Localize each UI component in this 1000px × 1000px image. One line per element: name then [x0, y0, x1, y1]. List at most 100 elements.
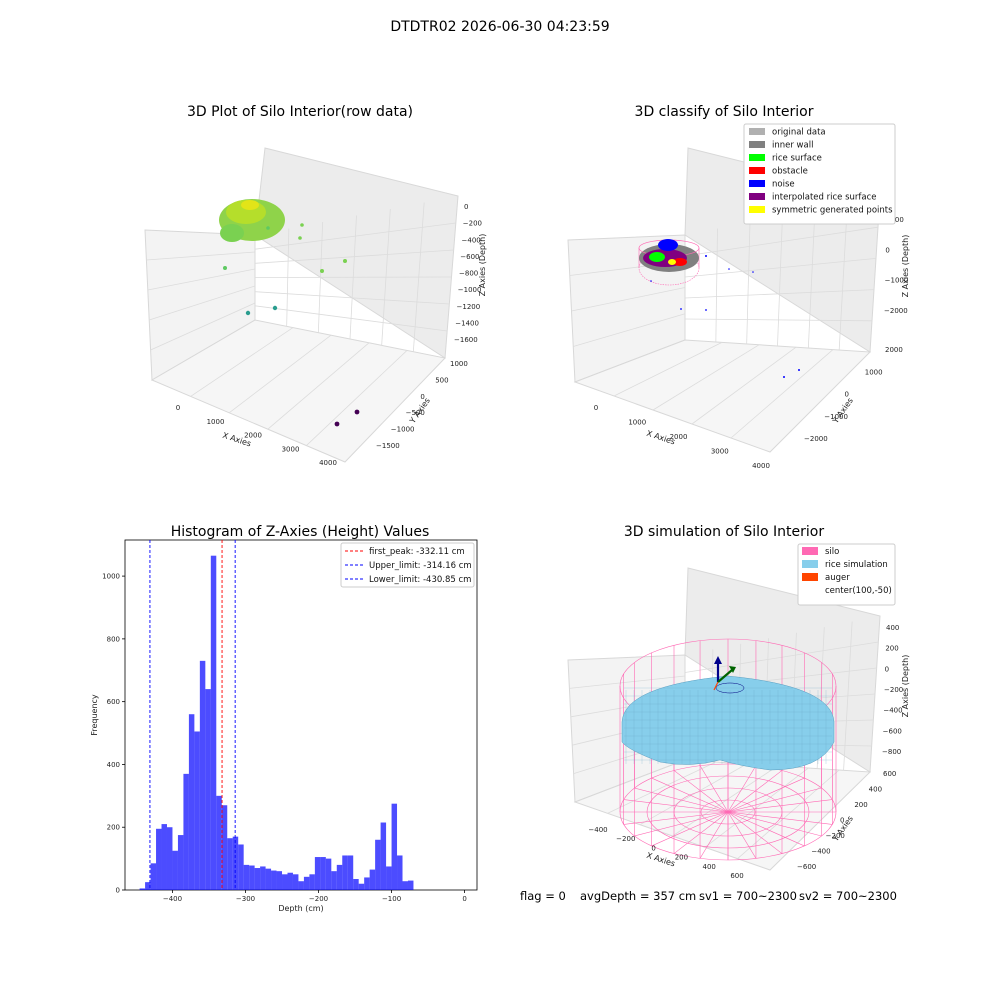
histogram-bar [353, 879, 359, 890]
panel1-axes-box [144, 147, 459, 463]
histogram-bar [282, 874, 288, 890]
panel2-z-tick-label: −1000 [885, 277, 909, 285]
status-footer: flag = 0 avgDepth = 357 cm sv1 = 700~230… [520, 889, 897, 903]
panel4-title: 3D simulation of Silo Interior [624, 524, 825, 540]
histogram-bar [336, 864, 343, 890]
auger-region [715, 682, 745, 694]
legend-swatch [749, 167, 765, 174]
panel1-z-tick-label: −1400 [455, 319, 479, 327]
histogram-xlabel: Depth (cm) [278, 904, 323, 913]
histogram-y-tick-label: 200 [107, 824, 120, 832]
legend-label: symmetric generated points [772, 206, 893, 216]
legend-label: first_peak: -332.11 cm [369, 547, 465, 557]
legend-label: interpolated rice surface [772, 193, 877, 203]
histogram-ylabel: Frequency [90, 694, 99, 736]
panel4-y-tick-label: −200 [826, 832, 845, 840]
panel1-title: 3D Plot of Silo Interior(row data) [187, 104, 413, 120]
histogram-x-tick-label: −400 [163, 895, 182, 903]
panel2-zlabel: Z Axies (Depth) [901, 235, 910, 298]
panel1-ticks: 0100020003000400010005000−500−1000−15000… [176, 203, 482, 467]
panel4-x-tick-label: 600 [730, 872, 743, 880]
noise-point [752, 271, 754, 273]
panel4-legend-frame [797, 543, 896, 606]
legend-label: auger [825, 573, 850, 583]
histogram-bar [243, 864, 250, 890]
legend-swatch [749, 180, 765, 187]
legend-label: inner wall [772, 141, 813, 151]
histogram-bar [298, 881, 304, 890]
panel1-x-tick-label: 0 [176, 404, 180, 412]
histogram-bar [309, 874, 315, 890]
panel1-point-cloud [219, 199, 360, 427]
noise-point [705, 309, 707, 311]
histogram-bar [205, 689, 211, 890]
panel2-x-tick-label: 1000 [628, 419, 646, 427]
panel2-legend-frame [743, 123, 896, 225]
panel2-title: 3D classify of Silo Interior [635, 104, 814, 120]
panel1-zlabel: Z Axies (Depth) [478, 234, 487, 297]
histogram-y-tick-label: 600 [107, 698, 120, 706]
data-point [300, 223, 304, 227]
panel2-ylabel: Y Axies [830, 396, 855, 426]
histogram-title: Histogram of Z-Axies (Height) Values [171, 524, 430, 540]
histogram-bar [331, 871, 337, 890]
legend-swatch [749, 206, 765, 213]
panel4-xlabel: X Axies [645, 851, 676, 869]
panel1-z-tick-label: −600 [460, 253, 479, 261]
flag-status: flag = 0 [520, 889, 566, 903]
histogram-bar [369, 869, 376, 890]
panel4-y-tick-label: −400 [811, 848, 830, 856]
histogram-bar [402, 881, 408, 890]
panel2-classified-cloud [638, 239, 800, 378]
histogram-bar [221, 805, 228, 890]
panel1-x-tick-label: 4000 [319, 459, 337, 467]
histogram-y-tick-label: 1000 [102, 573, 120, 581]
center-axes-marker [713, 656, 736, 691]
histogram-bar [303, 876, 310, 890]
panel2-legend: original data inner wall rice surface obsta… [743, 123, 896, 225]
panel4-z-tick-label: −800 [882, 748, 901, 756]
noise-point [798, 369, 800, 371]
panel1-y-tick-label: 500 [435, 376, 448, 384]
panel4-x-tick-label: 200 [675, 854, 688, 862]
data-point [223, 266, 227, 270]
histogram-bar [232, 836, 239, 890]
obstacle-points [673, 258, 687, 266]
histogram-bar [177, 835, 184, 890]
legend-label: Upper_limit: -314.16 cm [369, 561, 472, 571]
histogram-bar [347, 855, 354, 890]
histogram-bar [407, 880, 414, 890]
panel1-x-tick-label: 1000 [207, 418, 225, 426]
panel4-z-tick-label: −600 [883, 727, 902, 735]
panel4-zlabel: Z Axies (Depth) [901, 655, 910, 718]
data-point [245, 310, 251, 316]
legend-swatch [749, 154, 765, 161]
histogram-bar [249, 865, 255, 890]
panel1-x-tick-label: 2000 [244, 432, 262, 440]
histogram-bar [139, 888, 146, 890]
sv2-status: sv2 = 700~2300 [799, 889, 897, 903]
histogram-bar [276, 871, 283, 890]
legend-label: center(100,-50) [825, 586, 892, 596]
panel4-z-tick-label: −200 [884, 686, 903, 694]
panel1-z-tick-label: −1600 [454, 336, 478, 344]
data-point [266, 226, 270, 230]
rice-surface-cloud-lower [220, 224, 244, 242]
legend-swatch [749, 193, 765, 200]
histogram-bar [194, 731, 200, 890]
histogram-bar [238, 844, 244, 890]
legend-swatch [802, 573, 818, 581]
data-point [298, 236, 302, 240]
histogram-bar [161, 824, 167, 890]
legend-label: obstacle [772, 167, 808, 177]
panel4-x-tick-label: −200 [616, 835, 635, 843]
histogram-bar [386, 866, 392, 890]
legend-label: Lower_limit: -430.85 cm [369, 575, 471, 585]
noise-point [705, 255, 707, 257]
noise-point [680, 308, 682, 310]
histogram-y-tick-label: 0 [116, 887, 120, 895]
panel1-z-tick-label: −1000 [458, 286, 482, 294]
panel-simulation-3d: 3D simulation of Silo Interior −400 −200 0… [567, 524, 910, 880]
panel4-x-tick-label: −400 [588, 826, 607, 834]
data-point [343, 259, 347, 263]
